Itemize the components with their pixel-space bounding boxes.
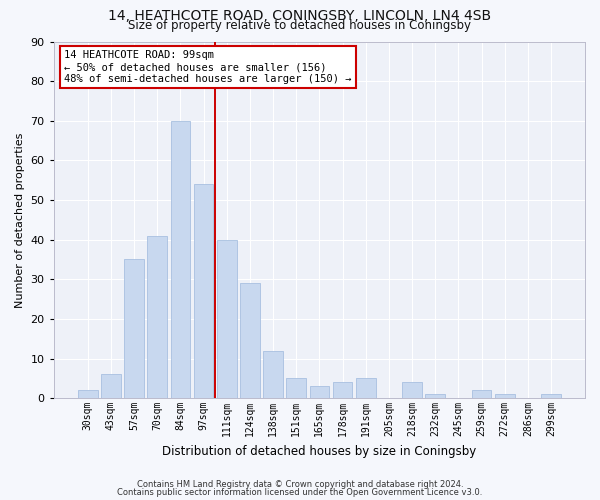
Bar: [101, 374, 121, 398]
Bar: [263, 350, 283, 398]
Bar: [194, 184, 214, 398]
Bar: [541, 394, 561, 398]
Text: Contains HM Land Registry data © Crown copyright and database right 2024.: Contains HM Land Registry data © Crown c…: [137, 480, 463, 489]
Bar: [217, 240, 236, 398]
Bar: [425, 394, 445, 398]
Text: Size of property relative to detached houses in Coningsby: Size of property relative to detached ho…: [128, 19, 472, 32]
Bar: [310, 386, 329, 398]
Bar: [332, 382, 352, 398]
Bar: [124, 260, 144, 398]
Bar: [240, 283, 260, 398]
X-axis label: Distribution of detached houses by size in Coningsby: Distribution of detached houses by size …: [162, 444, 476, 458]
Bar: [356, 378, 376, 398]
Text: 14 HEATHCOTE ROAD: 99sqm
← 50% of detached houses are smaller (156)
48% of semi-: 14 HEATHCOTE ROAD: 99sqm ← 50% of detach…: [64, 50, 352, 84]
Bar: [148, 236, 167, 398]
Bar: [286, 378, 306, 398]
Bar: [495, 394, 515, 398]
Bar: [170, 121, 190, 398]
Bar: [402, 382, 422, 398]
Bar: [472, 390, 491, 398]
Text: 14, HEATHCOTE ROAD, CONINGSBY, LINCOLN, LN4 4SB: 14, HEATHCOTE ROAD, CONINGSBY, LINCOLN, …: [109, 9, 491, 23]
Text: Contains public sector information licensed under the Open Government Licence v3: Contains public sector information licen…: [118, 488, 482, 497]
Bar: [78, 390, 98, 398]
Y-axis label: Number of detached properties: Number of detached properties: [15, 132, 25, 308]
